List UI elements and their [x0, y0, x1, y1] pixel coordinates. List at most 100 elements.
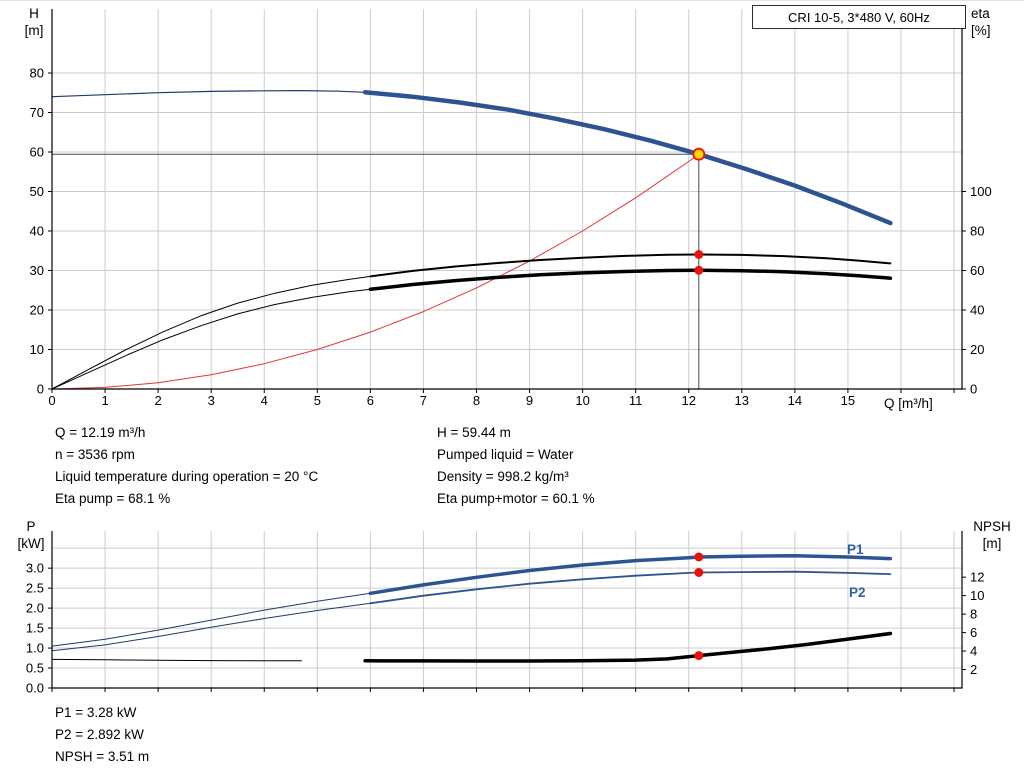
- svg-text:11: 11: [629, 393, 643, 408]
- npsh-curve: [363, 631, 893, 663]
- system-curve-curve: [51, 153, 700, 390]
- svg-text:6: 6: [367, 393, 374, 408]
- svg-text:1.0: 1.0: [26, 641, 44, 656]
- readout-line-p1: P1 = 3.28 kW: [55, 705, 137, 720]
- markers: [694, 552, 704, 661]
- npsh-axis-unit: [m]: [982, 536, 1002, 551]
- svg-text:0.5: 0.5: [26, 661, 44, 676]
- operating-point-dot: [694, 552, 704, 562]
- svg-text:80: 80: [30, 65, 44, 80]
- npsh-axis-title: NPSH [m]: [962, 518, 1022, 552]
- tick-labels: 0 1 2 3 4 5 6 7 8 9 10 11 12 13 14 15010203040506070800…: [30, 65, 992, 408]
- readout-line-temperature: Liquid temperature during operation = 20…: [55, 469, 319, 484]
- svg-text:20: 20: [30, 302, 44, 317]
- svg-text:60: 60: [30, 144, 44, 159]
- svg-text:5: 5: [314, 393, 321, 408]
- eta-pump-motor-curve: [368, 268, 893, 292]
- svg-text:70: 70: [30, 105, 44, 120]
- p1-curve: [368, 554, 893, 596]
- svg-text:40: 40: [970, 302, 984, 317]
- svg-text:1: 1: [101, 393, 108, 408]
- svg-text:50: 50: [30, 184, 44, 199]
- svg-text:8: 8: [970, 607, 977, 622]
- readout-line-npsh: NPSH = 3.51 m: [55, 749, 150, 764]
- svg-text:10: 10: [970, 588, 984, 603]
- h-axis-unit: [m]: [24, 23, 44, 38]
- eta-pump-motor-low-flow-curve: [51, 288, 371, 390]
- p-axis-unit: [kW]: [17, 536, 45, 551]
- power-npsh-chart: 0.0 0.5 1.0 1.5 2.0 2.5 3.0 2 4 6 8 10 12: [26, 531, 984, 696]
- pump-model-label: CRI 10-5, 3*480 V, 60Hz: [752, 5, 966, 29]
- npsh-axis-symbol: NPSH: [973, 519, 1011, 534]
- svg-text:30: 30: [30, 263, 44, 278]
- svg-text:2: 2: [155, 393, 162, 408]
- svg-text:1.5: 1.5: [26, 621, 44, 636]
- eta-pump-curve: [369, 253, 892, 278]
- p2-curve-label: P2: [849, 585, 866, 600]
- npsh-low-flow-curve: [51, 658, 302, 662]
- p1-curve-label: P1: [847, 542, 864, 557]
- operating-point-dot: [694, 651, 704, 661]
- svg-text:2: 2: [970, 662, 977, 677]
- duty-readout-right: H = 59.44 m Pumped liquid = Water Densit…: [437, 422, 595, 510]
- readout-line-density: Density = 998.2 kg/m³: [437, 469, 569, 484]
- svg-text:2.0: 2.0: [26, 601, 44, 616]
- svg-text:4: 4: [261, 393, 268, 408]
- readout-line-q: Q = 12.19 m³/h: [55, 425, 146, 440]
- q-axis-title: Q [m³/h]: [884, 396, 933, 411]
- eta-axis-symbol: eta: [971, 6, 990, 21]
- eta-axis-unit: [%]: [971, 23, 991, 38]
- eta-pump-low-flow-curve: [51, 275, 371, 390]
- svg-text:3: 3: [208, 393, 215, 408]
- operating-point-dot: [694, 249, 704, 259]
- p1-low-flow-curve: [51, 592, 371, 647]
- svg-text:10: 10: [575, 393, 589, 408]
- grid: [52, 531, 962, 688]
- p-axis-symbol: P: [26, 519, 36, 534]
- operating-point-dot: [694, 265, 704, 275]
- h-axis-title: H [m]: [14, 5, 54, 39]
- svg-text:12: 12: [970, 570, 984, 585]
- svg-text:14: 14: [788, 393, 802, 408]
- svg-text:0: 0: [48, 393, 55, 408]
- readout-line-head: H = 59.44 m: [437, 425, 511, 440]
- eta-axis-title: eta [%]: [971, 5, 1021, 39]
- svg-text:10: 10: [30, 342, 44, 357]
- svg-text:15: 15: [841, 393, 855, 408]
- axes: [48, 9, 966, 393]
- p2-curve: [369, 570, 892, 605]
- h-axis-symbol: H: [29, 6, 39, 21]
- svg-text:12: 12: [682, 393, 696, 408]
- duty-point-marker: [692, 147, 706, 161]
- svg-text:80: 80: [970, 223, 984, 238]
- svg-text:9: 9: [526, 393, 533, 408]
- hq-eta-chart: 0 1 2 3 4 5 6 7 8 9 10 11 12 13 14 15010203040506070800…: [30, 9, 992, 408]
- svg-text:7: 7: [420, 393, 427, 408]
- p2-low-flow-curve: [51, 602, 371, 652]
- power-readout: P1 = 3.28 kW P2 = 2.892 kW NPSH = 3.51 m: [55, 702, 149, 768]
- duty-readout-left: Q = 12.19 m³/h n = 3536 rpm Liquid tempe…: [55, 422, 318, 510]
- svg-text:0: 0: [37, 382, 44, 397]
- readout-line-speed: n = 3536 rpm: [55, 447, 135, 462]
- svg-text:0.0: 0.0: [26, 681, 44, 696]
- svg-text:6: 6: [970, 625, 977, 640]
- svg-text:8: 8: [473, 393, 480, 408]
- markers: [692, 147, 706, 275]
- svg-text:13: 13: [735, 393, 749, 408]
- readout-line-liquid: Pumped liquid = Water: [437, 447, 574, 462]
- svg-text:40: 40: [30, 223, 44, 238]
- p-axis-title: P [kW]: [10, 518, 52, 552]
- svg-text:2.5: 2.5: [26, 581, 44, 596]
- svg-text:100: 100: [970, 184, 992, 199]
- pump-curve-curve: [362, 90, 893, 226]
- curves: [51, 89, 893, 390]
- svg-text:3.0: 3.0: [26, 561, 44, 576]
- axes: [48, 531, 966, 692]
- operating-point-dot: [694, 567, 704, 577]
- svg-text:20: 20: [970, 342, 984, 357]
- readout-line-eta-pump: Eta pump = 68.1 %: [55, 491, 171, 506]
- pump-curve-low-flow-curve: [51, 89, 398, 98]
- readout-line-eta-total: Eta pump+motor = 60.1 %: [437, 491, 595, 506]
- curves: [51, 554, 893, 663]
